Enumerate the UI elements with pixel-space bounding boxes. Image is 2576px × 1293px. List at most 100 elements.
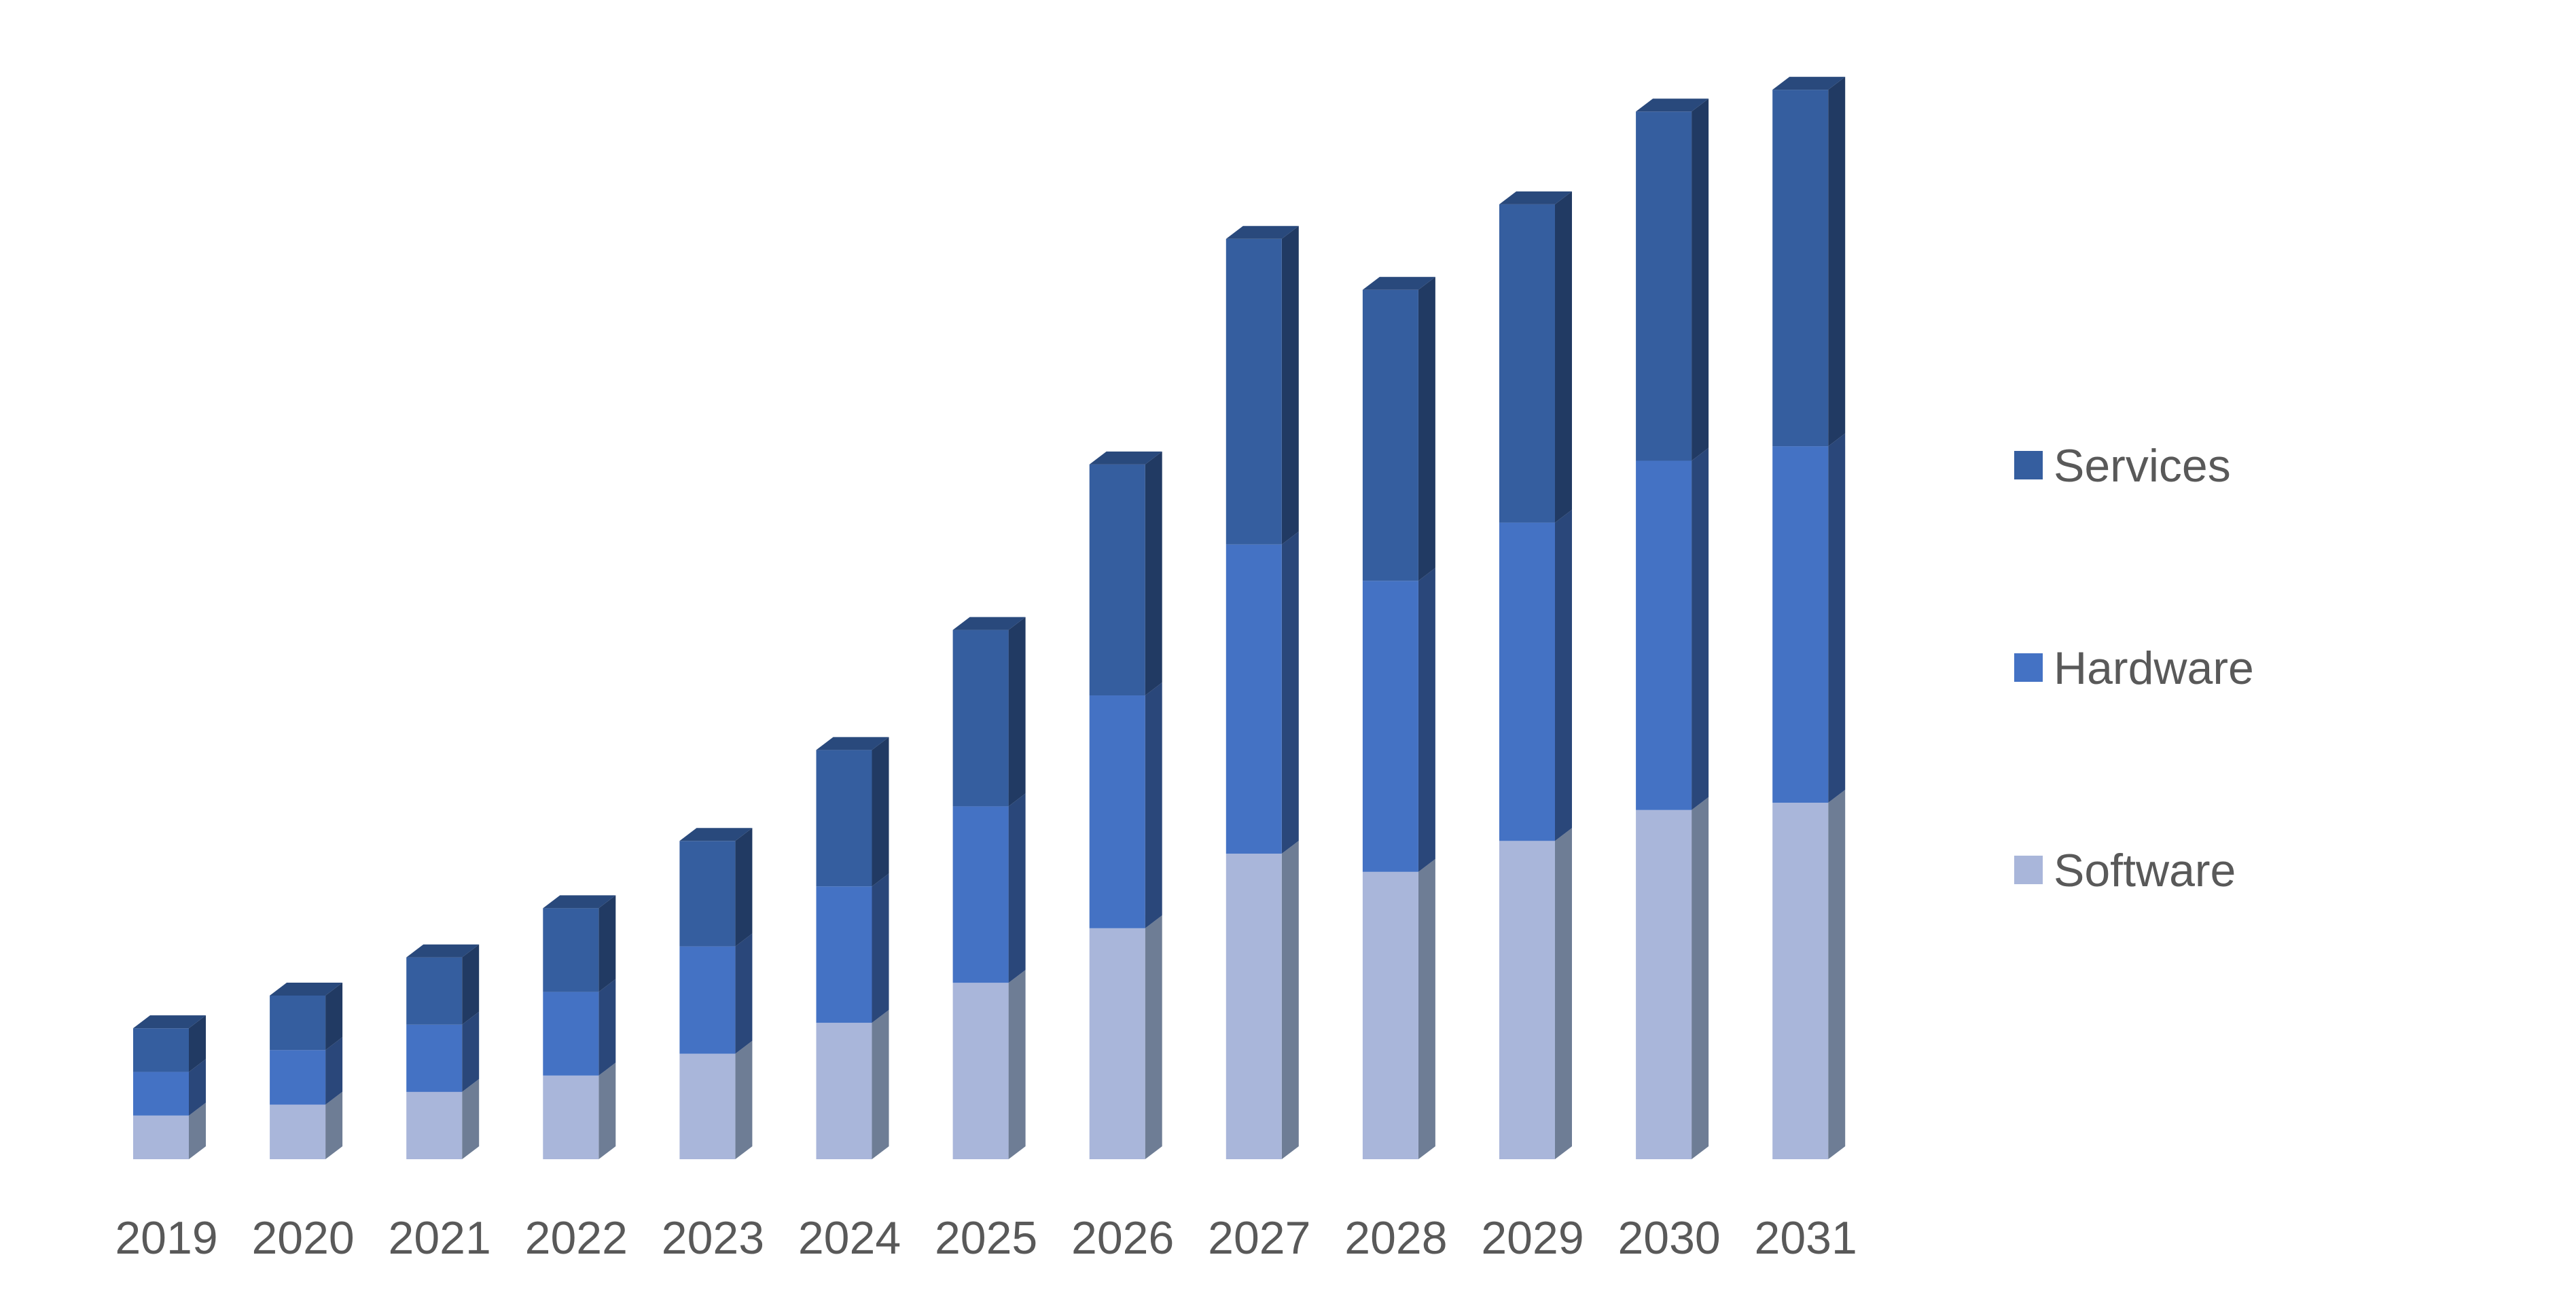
bar-face-hardware-2025 <box>952 806 1009 983</box>
bar-services-2020 <box>270 982 343 1051</box>
bar-software-2031 <box>1772 790 1846 1159</box>
bar-hardware-2028 <box>1362 568 1435 872</box>
x-axis-tick-labels: 2019 2020 2021 2022 2023 2024 2025 2026 2027 2028… <box>115 1212 1857 1264</box>
bar-side-hardware-2023 <box>735 933 753 1054</box>
bars-layer <box>133 77 1846 1159</box>
bar-hardware-2029 <box>1499 509 1572 841</box>
bar-face-software-2028 <box>1362 871 1418 1159</box>
bar-side-services-2021 <box>462 944 480 1025</box>
bar-software-2026 <box>1089 915 1162 1159</box>
bar-side-services-2022 <box>598 895 616 992</box>
bar-hardware-2020 <box>270 1037 343 1105</box>
bar-software-2027 <box>1226 841 1299 1159</box>
bar-software-2023 <box>679 1040 753 1159</box>
bar-services-2022 <box>543 895 616 992</box>
bar-face-hardware-2030 <box>1636 460 1692 810</box>
bar-side-hardware-2027 <box>1281 531 1299 854</box>
bar-side-software-2024 <box>872 1010 889 1159</box>
bar-side-services-2023 <box>735 828 753 947</box>
bar-hardware-2027 <box>1226 531 1299 854</box>
bar-face-hardware-2022 <box>543 991 599 1076</box>
legend-item-software: Software <box>2014 845 2236 896</box>
bar-top-services-2030 <box>1636 98 1709 112</box>
bar-side-hardware-2024 <box>872 873 889 1023</box>
bar-face-hardware-2021 <box>406 1024 463 1092</box>
bar-side-software-2022 <box>598 1062 616 1159</box>
bar-stack-2023 <box>679 828 753 1159</box>
bar-software-2022 <box>543 1062 616 1159</box>
legend: Services Hardware Software <box>2014 440 2254 896</box>
bar-top-services-2026 <box>1089 451 1162 465</box>
bar-face-software-2030 <box>1636 809 1692 1159</box>
bar-side-services-2020 <box>325 982 343 1051</box>
bar-face-software-2021 <box>406 1091 463 1159</box>
bar-side-services-2019 <box>189 1015 206 1072</box>
bar-stack-2025 <box>952 617 1026 1159</box>
x-tick-label: 2029 <box>1481 1212 1584 1264</box>
bar-face-hardware-2019 <box>133 1072 189 1116</box>
bar-stack-2031 <box>1772 77 1846 1159</box>
bar-face-software-2026 <box>1089 928 1145 1159</box>
bar-side-software-2028 <box>1418 858 1435 1159</box>
bar-services-2029 <box>1499 191 1572 523</box>
legend-item-services: Services <box>2014 440 2231 492</box>
bar-face-software-2031 <box>1772 803 1829 1159</box>
bar-face-software-2029 <box>1499 841 1555 1159</box>
bar-face-services-2025 <box>952 630 1009 807</box>
bar-hardware-2022 <box>543 979 616 1076</box>
bar-services-2030 <box>1636 98 1709 461</box>
bar-software-2021 <box>406 1078 480 1159</box>
bar-face-software-2023 <box>679 1053 736 1159</box>
bar-face-hardware-2023 <box>679 946 736 1054</box>
bar-stack-2028 <box>1362 276 1435 1159</box>
bar-face-software-2025 <box>952 983 1009 1159</box>
bar-face-hardware-2031 <box>1772 446 1829 803</box>
bar-software-2028 <box>1362 858 1435 1159</box>
bar-stack-2019 <box>133 1015 206 1159</box>
bar-face-services-2024 <box>816 750 872 887</box>
bar-face-services-2023 <box>679 841 736 947</box>
bar-side-software-2030 <box>1692 797 1709 1159</box>
bar-hardware-2026 <box>1089 682 1162 928</box>
bar-services-2024 <box>816 737 889 887</box>
legend-item-hardware: Hardware <box>2014 642 2254 694</box>
legend-label: Software <box>2054 845 2236 896</box>
x-tick-label: 2028 <box>1344 1212 1447 1264</box>
bar-hardware-2030 <box>1636 448 1709 810</box>
bar-face-services-2019 <box>133 1028 189 1072</box>
bar-face-services-2027 <box>1226 238 1282 545</box>
bar-side-hardware-2031 <box>1828 433 1846 803</box>
bar-services-2023 <box>679 828 753 947</box>
x-tick-label: 2025 <box>935 1212 1037 1264</box>
x-tick-label: 2027 <box>1208 1212 1310 1264</box>
bar-hardware-2019 <box>133 1059 206 1116</box>
bar-face-services-2026 <box>1089 464 1145 696</box>
bar-face-hardware-2020 <box>270 1050 326 1105</box>
bar-top-services-2019 <box>133 1015 206 1029</box>
bar-side-hardware-2020 <box>325 1037 343 1105</box>
bar-face-software-2019 <box>133 1115 189 1159</box>
bar-services-2031 <box>1772 77 1846 447</box>
bar-top-services-2031 <box>1772 77 1846 90</box>
bar-face-hardware-2024 <box>816 886 872 1023</box>
bar-stack-2020 <box>270 982 343 1159</box>
bar-top-services-2020 <box>270 982 343 996</box>
bar-side-software-2031 <box>1828 790 1846 1159</box>
bar-services-2025 <box>952 617 1026 807</box>
bar-stack-2026 <box>1089 451 1162 1159</box>
bar-top-services-2028 <box>1362 276 1435 290</box>
bar-face-software-2020 <box>270 1104 326 1159</box>
x-tick-label: 2021 <box>389 1212 491 1264</box>
bar-services-2021 <box>406 944 480 1025</box>
bar-face-services-2020 <box>270 995 326 1051</box>
bar-software-2020 <box>270 1091 343 1159</box>
legend-swatch <box>2014 856 2043 884</box>
bar-hardware-2021 <box>406 1011 480 1092</box>
bar-face-services-2031 <box>1772 90 1829 447</box>
x-tick-label: 2026 <box>1071 1212 1174 1264</box>
bar-hardware-2023 <box>679 933 753 1054</box>
bar-services-2027 <box>1226 225 1299 545</box>
bar-side-software-2027 <box>1281 841 1299 1159</box>
bar-hardware-2025 <box>952 793 1026 983</box>
